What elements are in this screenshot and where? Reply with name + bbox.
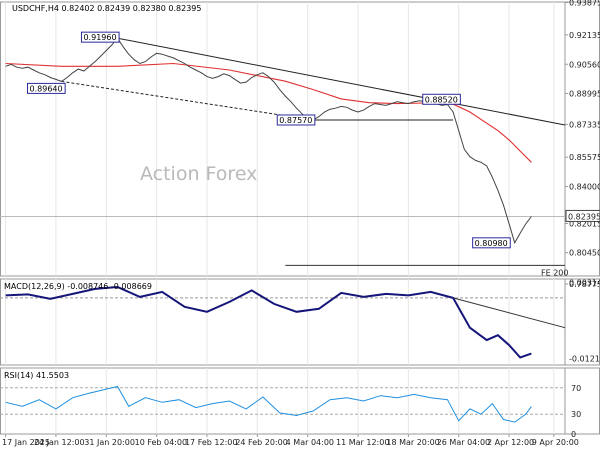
- x-tick-label: 31 Jan 20:00: [84, 438, 135, 447]
- swing-label-1-text: 0.89640: [30, 84, 63, 93]
- ema-line: [5, 62, 532, 163]
- swing-label-3: 0.88520: [422, 93, 461, 105]
- swing-label-3-text: 0.88520: [425, 95, 458, 104]
- swing-label-2: 0.87570: [276, 114, 316, 126]
- price-y-tick-label: 0.93875: [569, 0, 600, 7]
- swing-label-1: 0.89640: [27, 82, 66, 94]
- watermark: Action Forex: [140, 163, 257, 185]
- macd-trendline: [452, 297, 566, 329]
- x-tick-label: 17 Feb 12:00: [185, 438, 237, 447]
- swing-label-4: 0.80980: [472, 237, 511, 249]
- swing-label-3-box: [422, 93, 461, 105]
- x-tick-label: 17 Jan 2025: [2, 438, 50, 447]
- price-y-tick-label: 0.87335: [569, 120, 600, 129]
- rsi-y-tick-label: 70: [571, 384, 581, 393]
- price-y-tick-label: 0.80450: [569, 249, 600, 258]
- swing-label-0-text: 0.91960: [83, 33, 116, 42]
- price-y-tick-label: 0.78775: [569, 280, 600, 289]
- x-tick-label: 18 Mar 20:00: [386, 438, 439, 447]
- chart-symbol-ohlc: USDCHF,H4 0.82402 0.82439 0.82380 0.8239…: [12, 4, 201, 13]
- trendline-lower-dashed: [61, 80, 314, 121]
- rsi-panel: 70 30 0 RSI(14) 41.5503: [0, 367, 600, 439]
- macd-panel-frame: [0, 278, 600, 366]
- current-price-tag: 0.82395: [565, 209, 600, 222]
- rsi-line: [5, 385, 532, 423]
- macd-y-tick-label: 0.003144: [569, 278, 600, 287]
- macd-panel: 0.003144 -0.012181 MACD(12,26,9) -0.008746…: [0, 278, 600, 366]
- x-tick-label: 11 Mar 12:00: [336, 438, 389, 447]
- swing-label-4-text: 0.80980: [475, 239, 508, 248]
- macd-y-tick-label: -0.012181: [569, 354, 600, 363]
- price-y-tick-label: 0.88995: [569, 89, 600, 98]
- swing-label-1-box: [27, 82, 66, 94]
- price-y-tick-label: 0.84000: [569, 183, 600, 192]
- macd-title: MACD(12,26,9) -0.008746 -0.008669: [4, 282, 152, 291]
- x-tick-label: 24 Feb 20:00: [235, 438, 287, 447]
- swing-label-0: 0.91960: [80, 31, 120, 43]
- rsi-panel-frame: [0, 367, 600, 435]
- price-y-tick-label: 0.85575: [569, 153, 600, 162]
- x-tick-label: 4 Mar 04:00: [286, 438, 334, 447]
- swing-label-4-box: [472, 237, 511, 249]
- current-price-label: 0.82395: [568, 212, 600, 221]
- price-y-tick-label: 0.92135: [569, 31, 600, 40]
- x-tick-label: 9 Apr 20:00: [532, 438, 579, 447]
- x-tick-label: 2 Apr 12:00: [487, 438, 534, 447]
- trendline-upper: [117, 37, 566, 126]
- swing-label-0-box: [80, 31, 120, 43]
- fe-level-label: FE 200: [541, 268, 568, 277]
- rsi-y-tick-label: 30: [571, 410, 581, 419]
- rsi-y-tick-label: 0: [571, 430, 576, 439]
- price-y-tick-label: 0.90560: [569, 60, 600, 69]
- x-tick-label: 10 Feb 04:00: [135, 438, 187, 447]
- price-line: [5, 37, 532, 245]
- price-panel-frame: [0, 1, 600, 277]
- swing-label-2-text: 0.87570: [279, 116, 312, 125]
- macd-line: [5, 285, 532, 359]
- x-tick-label: 24 Jan 12:00: [34, 438, 85, 447]
- swing-label-2-box: [276, 114, 316, 126]
- rsi-title: RSI(14) 41.5503: [4, 371, 69, 380]
- x-tick-label: 26 Mar 04:00: [437, 438, 490, 447]
- current-price-box: [565, 209, 600, 222]
- price-panel: 0.93875 0.92135 0.90560 0.88995 0.87335 0.855…: [0, 0, 600, 289]
- price-y-tick-label: 0.82015: [569, 220, 600, 229]
